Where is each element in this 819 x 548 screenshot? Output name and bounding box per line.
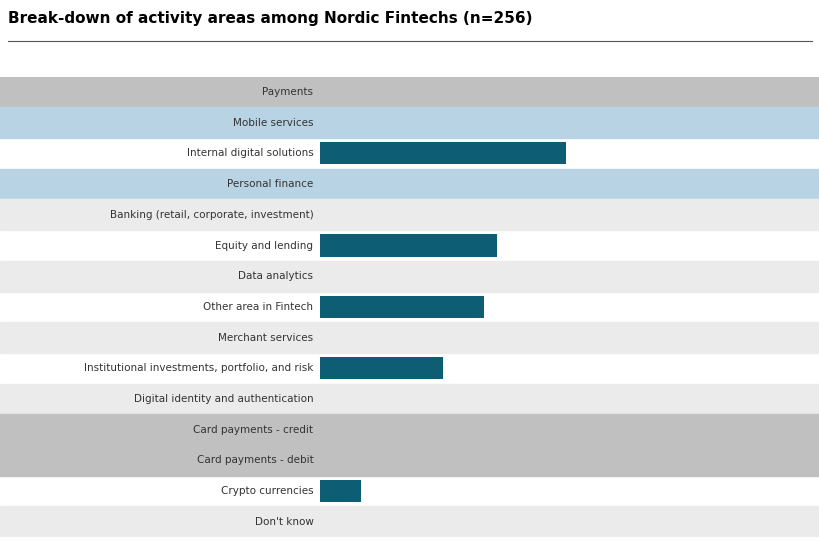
Text: Don't know: Don't know: [254, 517, 313, 527]
Bar: [319, 480, 360, 502]
Bar: [319, 388, 442, 410]
Bar: [0, 506, 819, 537]
Text: Personal finance: Personal finance: [227, 179, 313, 189]
Text: Card payments - credit: Card payments - credit: [193, 425, 313, 435]
Bar: [0, 107, 819, 138]
Text: Digital identity and authentication: Digital identity and authentication: [133, 394, 313, 404]
Text: Crypto currencies: Crypto currencies: [220, 486, 313, 496]
Bar: [0, 199, 819, 230]
Text: Break-down of activity areas among Nordic Fintechs (n=256): Break-down of activity areas among Nordi…: [8, 11, 532, 26]
Bar: [319, 296, 483, 318]
Text: Card payments - debit: Card payments - debit: [197, 455, 313, 465]
Text: Equity and lending: Equity and lending: [215, 241, 313, 250]
Text: 16%: 16%: [543, 179, 567, 189]
Text: Payments: Payments: [262, 87, 313, 97]
Text: Banking (retail, corporate, investment): Banking (retail, corporate, investment): [110, 210, 313, 220]
Bar: [319, 142, 565, 164]
Bar: [319, 357, 442, 379]
Bar: [319, 112, 579, 134]
Bar: [319, 511, 360, 533]
Text: 7%: 7%: [420, 425, 437, 435]
Text: 19%: 19%: [584, 118, 608, 128]
Bar: [319, 449, 387, 471]
Bar: [0, 169, 819, 199]
Bar: [0, 261, 819, 292]
Bar: [0, 414, 819, 445]
Text: Other area in Fintech: Other area in Fintech: [203, 302, 313, 312]
Bar: [319, 327, 456, 349]
Bar: [0, 445, 819, 476]
Bar: [0, 322, 819, 353]
Text: 30%: 30%: [735, 87, 758, 97]
Bar: [319, 419, 415, 441]
Bar: [319, 265, 483, 287]
Bar: [0, 384, 819, 414]
Bar: [0, 77, 819, 107]
Text: Institutional investments, portfolio, and risk: Institutional investments, portfolio, an…: [84, 363, 313, 373]
Text: Merchant services: Merchant services: [218, 333, 313, 342]
Text: Mobile services: Mobile services: [233, 118, 313, 128]
Bar: [319, 173, 538, 195]
Bar: [319, 204, 510, 226]
Text: Internal digital solutions: Internal digital solutions: [187, 149, 313, 158]
Text: 5%: 5%: [393, 455, 410, 465]
Text: Data analytics: Data analytics: [238, 271, 313, 281]
Bar: [319, 235, 497, 256]
Bar: [319, 81, 729, 103]
